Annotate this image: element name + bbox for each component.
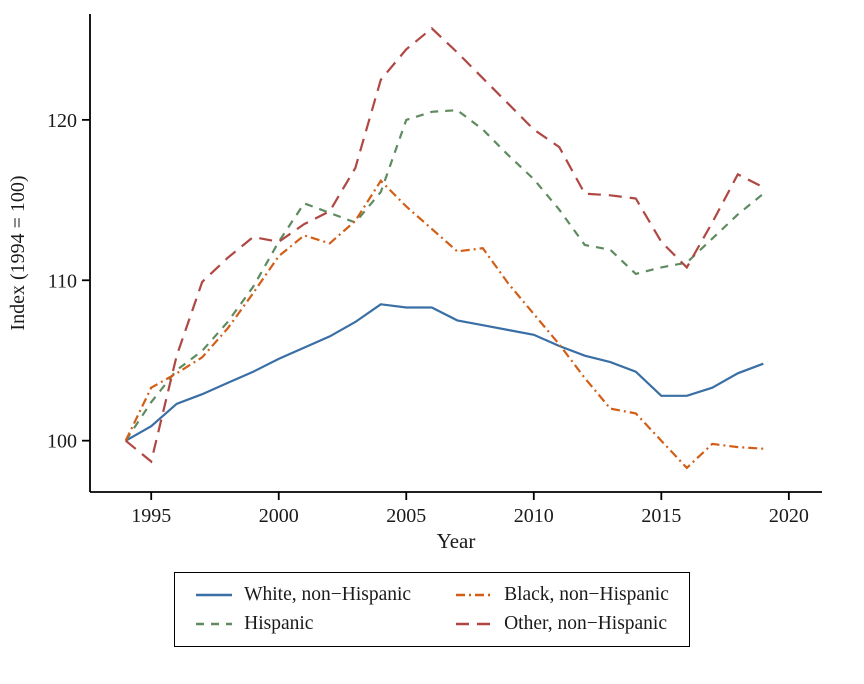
line-chart: 100 110 120 1995 2000 2005 2010 2015 2020 Year Ind… xyxy=(7,14,822,553)
legend-label-white: White, non−Hispanic xyxy=(244,584,412,605)
x-tick-label: 2000 xyxy=(259,505,299,527)
x-tick-label: 2005 xyxy=(386,505,426,527)
x-tick-label: 2020 xyxy=(769,505,809,527)
legend-line-sample-black xyxy=(455,591,493,599)
legend-label-hispanic: Hispanic xyxy=(244,613,314,634)
legend-label-other: Other, non−Hispanic xyxy=(504,613,668,634)
y-tick-label: 110 xyxy=(48,270,77,292)
legend-item-black-non-hispanic: Black, non−Hispanic xyxy=(455,584,669,606)
series-line-white-non-hispanic xyxy=(125,303,764,442)
x-tick-label: 1995 xyxy=(131,505,171,527)
legend-line-sample-hispanic xyxy=(195,620,233,628)
legend-label-black: Black, non−Hispanic xyxy=(504,584,669,605)
y-tick-label: 100 xyxy=(47,431,77,453)
legend-line-sample-white xyxy=(195,591,233,599)
legend: White, non−Hispanic Black, non−Hispanic … xyxy=(174,572,690,647)
series-line-black-non-hispanic xyxy=(124,179,764,470)
legend-item-hispanic: Hispanic xyxy=(195,613,411,635)
series-line-other-non-hispanic xyxy=(125,26,764,464)
y-tick-label: 120 xyxy=(47,110,77,132)
legend-line-sample-other xyxy=(455,620,493,628)
x-axis-title: Year xyxy=(437,529,476,553)
legend-item-other-non-hispanic: Other, non−Hispanic xyxy=(455,613,669,635)
y-axis-title: Index (1994 = 100) xyxy=(7,175,29,330)
legend-item-white-non-hispanic: White, non−Hispanic xyxy=(195,584,411,606)
x-tick-label: 2010 xyxy=(514,505,554,527)
series-line-hispanic xyxy=(124,109,764,442)
x-tick-label: 2015 xyxy=(641,505,681,527)
